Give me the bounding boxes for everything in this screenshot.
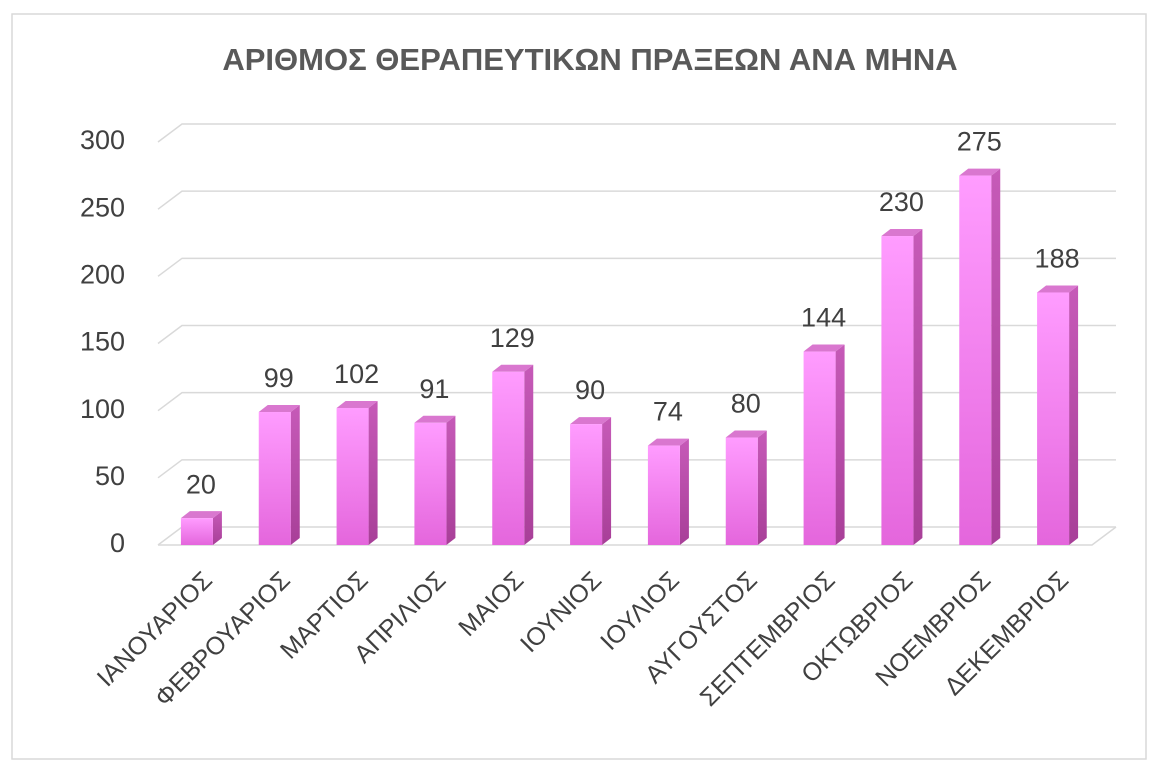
data-label: 99 bbox=[264, 363, 294, 393]
y-tick-label: 100 bbox=[80, 394, 125, 424]
bar bbox=[725, 430, 767, 545]
bar bbox=[414, 415, 456, 545]
data-label: 144 bbox=[801, 303, 846, 333]
floor bbox=[158, 526, 1117, 546]
data-label: 102 bbox=[334, 359, 379, 389]
bar bbox=[881, 229, 923, 546]
grid-line bbox=[157, 190, 1116, 210]
bar bbox=[647, 438, 689, 545]
data-label: 230 bbox=[879, 187, 924, 217]
y-tick-label: 50 bbox=[95, 461, 125, 491]
grid-line bbox=[157, 123, 1116, 143]
bar bbox=[803, 344, 845, 545]
data-label: 91 bbox=[419, 374, 449, 404]
y-tick-label: 200 bbox=[80, 259, 125, 289]
y-tick-label: 150 bbox=[80, 327, 125, 357]
bar bbox=[180, 511, 222, 545]
data-label: 275 bbox=[957, 127, 1002, 157]
grid-line bbox=[157, 257, 1116, 277]
y-tick-label: 300 bbox=[80, 125, 125, 155]
y-tick-label: 0 bbox=[110, 528, 125, 558]
bar bbox=[492, 364, 534, 545]
bar bbox=[258, 405, 300, 545]
bar bbox=[1037, 285, 1079, 545]
data-label: 20 bbox=[186, 469, 216, 499]
chart-title: ΑΡΙΘΜΟΣ ΘΕΡΑΠΕΥΤΙΚΩΝ ΠΡΑΞΕΩΝ ΑΝΑ ΜΗΝΑ bbox=[222, 42, 957, 77]
chart-border bbox=[11, 13, 1147, 760]
data-label: 80 bbox=[731, 389, 761, 419]
bar bbox=[570, 417, 612, 545]
grid-line bbox=[157, 324, 1116, 345]
bar bbox=[959, 168, 1001, 546]
bar bbox=[336, 400, 378, 545]
data-label: 188 bbox=[1035, 244, 1080, 274]
data-label: 90 bbox=[575, 375, 605, 405]
data-label: 74 bbox=[653, 397, 683, 427]
y-tick-label: 250 bbox=[80, 192, 125, 222]
data-label: 129 bbox=[490, 323, 535, 353]
